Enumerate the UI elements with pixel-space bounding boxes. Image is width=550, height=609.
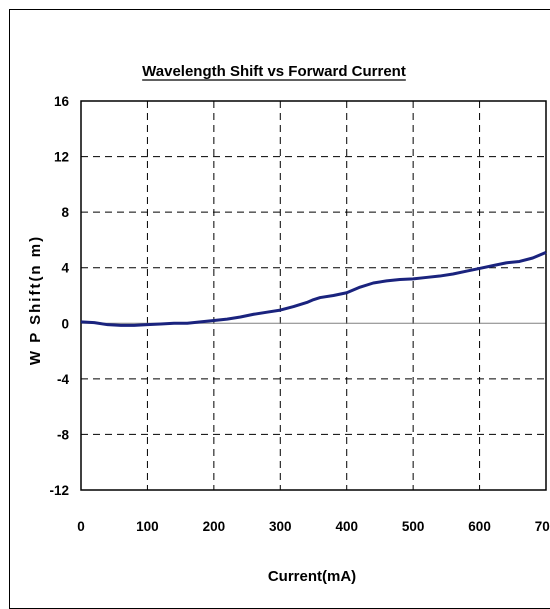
y-axis-label: W P Shift(n m) bbox=[27, 235, 44, 365]
y-tick-label-7: 16 bbox=[54, 94, 70, 109]
x-tick-label-5: 500 bbox=[402, 519, 425, 534]
series-line bbox=[80, 251, 547, 327]
x-tick-label-4: 400 bbox=[335, 519, 358, 534]
grid bbox=[81, 101, 546, 490]
y-tick-label-6: 12 bbox=[54, 150, 69, 165]
x-tick-label-6: 600 bbox=[468, 519, 491, 534]
x-tick-label-1: 100 bbox=[136, 519, 159, 534]
x-tick-label-7: 700 bbox=[535, 519, 550, 534]
y-tick-label-3: 0 bbox=[61, 316, 69, 331]
x-axis-ticks: 0 100 200 300 400 500 600 700 bbox=[77, 519, 550, 534]
y-tick-label-5: 8 bbox=[61, 205, 69, 220]
x-tick-label-3: 300 bbox=[269, 519, 292, 534]
x-tick-label-2: 200 bbox=[203, 519, 226, 534]
x-tick-label-0: 0 bbox=[77, 519, 85, 534]
y-axis-ticks: -12 -8 -4 0 4 8 12 16 bbox=[49, 94, 69, 498]
y-tick-label-4: 4 bbox=[61, 261, 69, 276]
y-tick-label-1: -8 bbox=[57, 427, 69, 442]
x-axis-label: Current(mA) bbox=[268, 568, 356, 585]
y-tick-label-0: -12 bbox=[49, 483, 69, 498]
chart-title: Wavelength Shift vs Forward Current bbox=[142, 63, 406, 80]
plot-area bbox=[80, 100, 547, 491]
y-tick-label-2: -4 bbox=[57, 372, 69, 387]
